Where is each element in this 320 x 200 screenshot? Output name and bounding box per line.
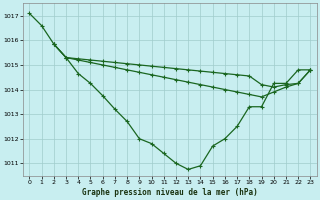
X-axis label: Graphe pression niveau de la mer (hPa): Graphe pression niveau de la mer (hPa) bbox=[82, 188, 258, 197]
